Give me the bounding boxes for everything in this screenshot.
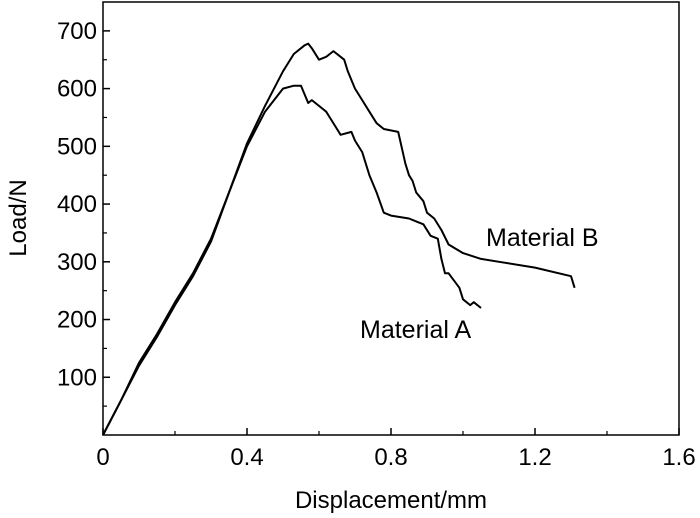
x-tick-label: 1.2 (518, 444, 551, 471)
x-tick-label: 0 (96, 444, 109, 471)
series-layer (102, 42, 576, 436)
y-tick-label: 500 (57, 133, 97, 160)
x-axis-title: Displacement/mm (295, 487, 487, 514)
y-tick-label: 600 (57, 76, 97, 103)
x-tick-label: 0.8 (374, 444, 407, 471)
x-tick-label: 0.4 (230, 444, 263, 471)
y-tick-label: 400 (57, 191, 97, 218)
annotation-material-b: Material B (486, 224, 599, 252)
y-tick-label: 100 (57, 364, 97, 391)
y-tick-label: 200 (57, 307, 97, 334)
y-axis-title: Load/N (5, 179, 32, 256)
plot-area-frame (102, 1, 680, 436)
ticks-layer: 0 0.4 0.8 1.2 1.6 100 200 300 400 500 600 700 (57, 18, 696, 471)
y-tick-label: 300 (57, 249, 97, 276)
series-line-material-b (102, 42, 576, 436)
x-tick-label: 1.6 (662, 444, 695, 471)
y-tick-label: 700 (57, 18, 97, 45)
series-line-material-a (102, 84, 482, 436)
annotation-material-a: Material A (360, 316, 471, 344)
